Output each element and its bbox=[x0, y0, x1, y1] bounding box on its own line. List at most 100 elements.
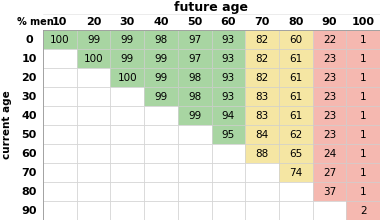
Bar bbox=[245, 49, 279, 68]
Text: % men: % men bbox=[17, 17, 54, 27]
Text: 1: 1 bbox=[360, 167, 366, 178]
Text: future age: future age bbox=[174, 0, 249, 13]
Bar bbox=[245, 30, 279, 49]
Text: 1: 1 bbox=[360, 110, 366, 121]
Bar bbox=[43, 163, 77, 182]
Bar bbox=[111, 125, 144, 144]
Bar bbox=[346, 163, 380, 182]
Text: 99: 99 bbox=[154, 73, 168, 82]
Bar bbox=[111, 144, 144, 163]
Bar bbox=[245, 125, 279, 144]
Bar bbox=[77, 125, 111, 144]
Text: 82: 82 bbox=[255, 35, 269, 44]
Bar bbox=[245, 182, 279, 201]
Bar bbox=[212, 87, 245, 106]
Bar bbox=[77, 68, 111, 87]
Bar bbox=[144, 182, 178, 201]
Bar bbox=[178, 106, 212, 125]
Bar bbox=[313, 106, 346, 125]
Bar bbox=[212, 68, 245, 87]
Bar bbox=[212, 163, 245, 182]
Bar bbox=[178, 163, 212, 182]
Bar bbox=[346, 201, 380, 220]
Bar bbox=[77, 201, 111, 220]
Bar bbox=[77, 49, 111, 68]
Text: 100: 100 bbox=[84, 53, 103, 64]
Text: 60: 60 bbox=[221, 17, 236, 27]
Text: 30: 30 bbox=[21, 92, 36, 101]
Bar bbox=[346, 182, 380, 201]
Bar bbox=[178, 201, 212, 220]
Text: 83: 83 bbox=[255, 92, 269, 101]
Text: 62: 62 bbox=[289, 130, 302, 139]
Bar bbox=[313, 68, 346, 87]
Bar bbox=[245, 68, 279, 87]
Text: 20: 20 bbox=[21, 73, 37, 82]
Bar bbox=[346, 125, 380, 144]
Bar bbox=[279, 87, 313, 106]
Bar bbox=[111, 182, 144, 201]
Text: 0: 0 bbox=[25, 35, 33, 44]
Text: 23: 23 bbox=[323, 130, 336, 139]
Bar bbox=[279, 144, 313, 163]
Text: 2: 2 bbox=[360, 205, 366, 216]
Bar bbox=[212, 182, 245, 201]
Bar bbox=[212, 49, 245, 68]
Bar bbox=[178, 87, 212, 106]
Text: 1: 1 bbox=[360, 187, 366, 196]
Bar bbox=[279, 49, 313, 68]
Text: 24: 24 bbox=[323, 148, 336, 158]
Text: 20: 20 bbox=[86, 17, 101, 27]
Text: 61: 61 bbox=[289, 73, 302, 82]
Bar bbox=[144, 87, 178, 106]
Bar bbox=[144, 201, 178, 220]
Bar bbox=[346, 106, 380, 125]
Text: 60: 60 bbox=[289, 35, 302, 44]
Bar bbox=[144, 163, 178, 182]
Text: 1: 1 bbox=[360, 148, 366, 158]
Bar bbox=[313, 125, 346, 144]
Text: 10: 10 bbox=[21, 53, 37, 64]
Bar bbox=[346, 144, 380, 163]
Bar bbox=[279, 163, 313, 182]
Text: 97: 97 bbox=[188, 53, 201, 64]
Bar bbox=[43, 49, 77, 68]
Text: 61: 61 bbox=[289, 53, 302, 64]
Text: 90: 90 bbox=[21, 205, 37, 216]
Text: 83: 83 bbox=[255, 110, 269, 121]
Text: 23: 23 bbox=[323, 53, 336, 64]
Text: 23: 23 bbox=[323, 92, 336, 101]
Text: 98: 98 bbox=[188, 73, 201, 82]
Bar bbox=[346, 87, 380, 106]
Bar bbox=[144, 30, 178, 49]
Bar bbox=[77, 182, 111, 201]
Text: 99: 99 bbox=[120, 35, 134, 44]
Text: 23: 23 bbox=[323, 110, 336, 121]
Bar bbox=[144, 49, 178, 68]
Bar bbox=[144, 144, 178, 163]
Bar bbox=[77, 106, 111, 125]
Text: 93: 93 bbox=[222, 73, 235, 82]
Bar bbox=[279, 201, 313, 220]
Bar bbox=[212, 144, 245, 163]
Text: 93: 93 bbox=[222, 53, 235, 64]
Bar bbox=[43, 106, 77, 125]
Text: 74: 74 bbox=[289, 167, 302, 178]
Text: 95: 95 bbox=[222, 130, 235, 139]
Bar bbox=[313, 201, 346, 220]
Text: 98: 98 bbox=[188, 92, 201, 101]
Bar bbox=[279, 106, 313, 125]
Text: 93: 93 bbox=[222, 35, 235, 44]
Bar bbox=[111, 106, 144, 125]
Bar bbox=[111, 201, 144, 220]
Bar bbox=[77, 144, 111, 163]
Text: 98: 98 bbox=[154, 35, 168, 44]
Bar bbox=[77, 30, 111, 49]
Bar bbox=[111, 163, 144, 182]
Bar bbox=[279, 125, 313, 144]
Text: 1: 1 bbox=[360, 92, 366, 101]
Bar bbox=[144, 68, 178, 87]
Bar bbox=[279, 68, 313, 87]
Bar bbox=[178, 30, 212, 49]
Text: 97: 97 bbox=[188, 35, 201, 44]
